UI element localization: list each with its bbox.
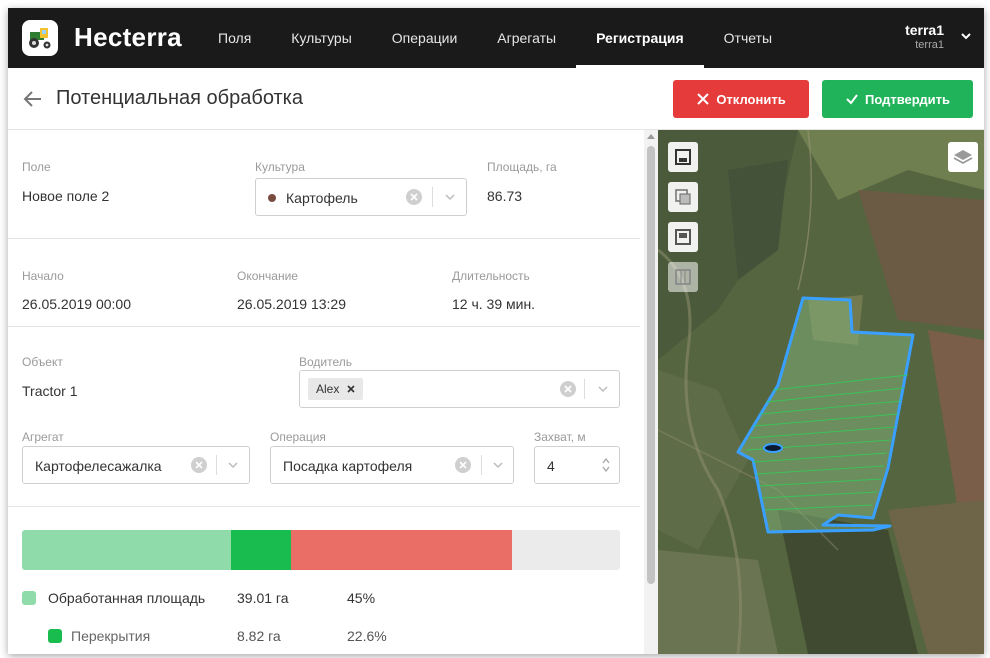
implement-select[interactable]: Картофелесажалка [22,446,250,484]
select-divider [216,455,217,475]
legend-area-processed: 39.01 га [237,590,289,606]
reject-button[interactable]: Отклонить [673,80,809,118]
nav-item-implements[interactable]: Агрегаты [497,30,557,46]
top-navigation-bar: Hecterra Поля Культуры Операции Агрегаты… [8,8,984,68]
confirm-button[interactable]: Подтвердить [822,80,973,118]
page-header: Потенциальная обработка Отклонить Подтве… [8,68,984,130]
satellite-map[interactable] [658,130,984,654]
chevron-down-icon[interactable] [597,383,609,395]
coverage-segment-remaining [512,530,620,570]
scrollbar-thumb[interactable] [647,146,655,584]
width-stepper-value: 4 [547,458,555,474]
object-section: Объект Tractor 1 Водитель Alex Агрегат К… [8,327,640,507]
panel-scrollbar[interactable] [644,130,658,654]
tractor-logo-icon[interactable] [22,20,58,56]
end-value: 26.05.2019 13:29 [237,296,346,312]
crop-select[interactable]: Картофель [255,178,467,216]
chevron-down-icon[interactable] [960,30,972,42]
user-menu[interactable]: terra1 terra1 [905,22,944,51]
stepper-arrows-icon[interactable] [601,456,611,474]
user-account: terra1 [915,39,944,51]
image-icon[interactable] [668,142,698,172]
legend-area-overlap: 8.82 га [237,628,281,644]
duration-value: 12 ч. 39 мин. [452,296,536,312]
coverage-segment-processed [22,530,232,570]
nav-item-crops[interactable]: Культуры [291,30,352,46]
object-value: Tractor 1 [22,383,78,399]
arrow-left-icon[interactable] [22,88,44,110]
chevron-down-icon[interactable] [492,459,504,471]
legend-percent-processed: 45% [347,590,376,606]
nav-item-reports[interactable]: Отчеты [723,30,773,46]
page-title: Потенциальная обработка [56,87,303,109]
crop-select-value: Картофель [286,190,358,206]
app-brand: Hecterra [74,22,182,52]
nav-item-fields[interactable]: Поля [218,30,252,46]
driver-select[interactable]: Alex [299,370,620,408]
width-stepper[interactable]: 4 [534,446,620,484]
user-name: terra1 [905,22,944,38]
reject-button-label: Отклонить [716,91,786,107]
width-label: Захват, м [534,430,586,444]
confirm-button-label: Подтвердить [864,91,950,107]
close-icon [697,93,710,105]
grid-icon[interactable] [668,262,698,292]
implement-select-value: Картофелесажалка [35,458,162,474]
select-divider [584,379,585,399]
main-nav: Поля Культуры Операции Агрегаты Регистра… [198,8,792,68]
operation-label: Операция [270,430,326,444]
layers-icon[interactable] [948,142,978,172]
time-section: Начало 26.05.2019 00:00 Окончание 26.05.… [8,239,640,327]
area-label: Площадь, га [487,160,557,174]
remove-chip-icon[interactable] [347,385,355,393]
nav-item-operations[interactable]: Операции [391,30,458,46]
operation-select[interactable]: Посадка картофеля [270,446,514,484]
field-section: Поле Новое поле 2 Культура Картофель Пло… [8,130,640,239]
driver-chip: Alex [308,378,364,400]
crop-color-dot [268,194,276,202]
select-divider [481,455,482,475]
legend-swatch-processed [22,591,36,605]
app-window: Hecterra Поля Культуры Операции Агрегаты… [8,8,984,654]
chevron-down-icon[interactable] [227,459,239,471]
nav-item-registration[interactable]: Регистрация [576,8,704,68]
start-label: Начало [22,269,64,283]
driver-chip-label: Alex [316,382,340,396]
clear-icon[interactable] [560,381,576,397]
area-value: 86.73 [487,188,523,204]
legend-label-processed: Обработанная площадь [48,590,206,606]
clear-icon[interactable] [191,457,207,473]
start-value: 26.05.2019 00:00 [22,296,131,312]
select-divider [432,187,433,207]
crop-label: Культура [255,160,305,174]
coverage-segment-overlap [231,530,292,570]
legend-label-overlap: Перекрытия [71,628,151,644]
coverage-bar [22,530,620,570]
map-imagery [658,130,984,654]
clear-icon[interactable] [455,457,471,473]
chevron-down-icon[interactable] [444,191,456,203]
scroll-up-icon[interactable] [647,134,655,139]
clear-icon[interactable] [406,189,422,205]
implement-label: Агрегат [22,430,64,444]
square-icon[interactable] [668,222,698,252]
layers-small-icon[interactable] [668,182,698,212]
object-label: Объект [22,355,63,369]
driver-label: Водитель [299,355,353,369]
operation-select-value: Посадка картофеля [283,458,413,474]
details-panel: Поле Новое поле 2 Культура Картофель Пло… [8,130,658,654]
duration-label: Длительность [452,269,530,283]
legend-percent-overlap: 22.6% [347,628,387,644]
field-value: Новое поле 2 [22,188,110,204]
coverage-segment-unprocessed [291,530,513,570]
check-icon [846,94,858,105]
field-label: Поле [22,160,51,174]
legend-swatch-overlap [48,629,62,643]
end-label: Окончание [237,269,298,283]
